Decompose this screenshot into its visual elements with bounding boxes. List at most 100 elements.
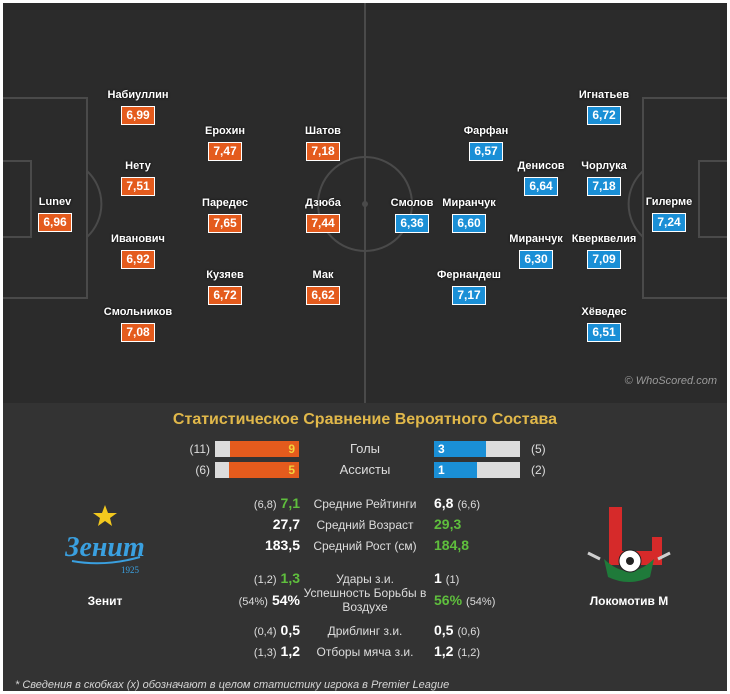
lokomotiv-logo [587,507,671,582]
away-player[interactable]: Фернандеш 7,17 [424,269,514,305]
player-rating-badge: 7,18 [306,142,340,161]
stat-home-value: 0,5 [280,622,300,638]
player-name: Кверквелия [571,233,637,245]
player-name: Lunev [38,196,72,208]
assists-away-total: (2) [531,463,546,477]
home-player[interactable]: Шатов 7,18 [278,125,368,161]
assists-label: Ассисты [339,462,391,477]
stat-home-season: (1,2) [253,574,277,586]
stat-away-value: 184,8 [434,537,470,553]
player-rating-badge: 7,44 [306,214,340,233]
stat-away-value: 6,8 [434,495,454,511]
stat-home-season: (6,8) [253,499,277,511]
player-rating-badge: 6,99 [121,106,155,125]
home-player[interactable]: Смольников 7,08 [93,306,183,342]
watermark: © WhoScored.com [624,375,717,387]
stat-home-season: (1,3) [253,647,277,659]
stat-away: 1 (1) [434,570,459,588]
stat-home: (0,4) 0,5 [254,622,300,640]
player-rating-badge: 7,08 [121,323,155,342]
player-rating-badge: 7,18 [587,177,621,196]
home-player[interactable]: Мак 6,62 [278,269,368,305]
stat-home: (6,8) 7,1 [254,495,300,513]
zenit-logo-year: 1925 [121,565,140,575]
stat-home-value: 7,1 [280,495,300,511]
player-name: Смолов [390,197,434,209]
home-player[interactable]: Кузяев 6,72 [180,269,270,305]
away-player[interactable]: Гилерме 7,24 [624,196,714,232]
pitch: Lunev 6,96 Набиуллин 6,99 Нету 7,51 Иванович 6,… [3,3,727,403]
away-player[interactable]: Смолов 6,36 [367,197,457,233]
home-player[interactable]: Нету 7,51 [93,160,183,196]
home-player[interactable]: Паредес 7,65 [180,197,270,233]
home-team-name: Зенит [87,594,123,608]
away-team: Локомотив М [574,501,684,608]
stat-home: (1,2) 1,3 [254,570,300,588]
away-player[interactable]: Миранчук 6,60 [424,197,514,233]
home-player[interactable]: Иванович 6,92 [93,233,183,269]
player-rating-badge: 6,60 [452,214,486,233]
lineup-widget: Lunev 6,96 Набиуллин 6,99 Нету 7,51 Иванович 6,… [3,3,727,691]
player-rating-badge: 6,36 [395,214,429,233]
assists-away-value: 1 [438,463,445,477]
stat-home-value: 54% [271,592,300,608]
home-player[interactable]: Набиуллин 6,99 [93,89,183,125]
stat-away-season: (1) [445,574,460,586]
assists-home-value: 5 [288,463,295,477]
stat-label: Успешность Борьбы в Воздухе [303,586,427,614]
stat-away: 56% (54%) [434,592,495,610]
goals-home-total: (11) [189,442,210,456]
player-name: Смольников [103,306,173,318]
player-rating-badge: 6,57 [469,142,503,161]
player-name: Дзюба [305,197,341,209]
stat-away: 0,5 (0,6) [434,622,480,640]
player-rating-badge: 6,92 [121,250,155,269]
player-rating-badge: 6,62 [306,286,340,305]
player-rating-badge: 6,51 [587,323,621,342]
player-name: Гилерме [645,196,693,208]
player-rating-badge: 6,72 [587,106,621,125]
away-player[interactable]: Игнатьев 6,72 [559,89,649,125]
away-player[interactable]: Кверквелия 7,09 [559,233,649,269]
goals-away-total: (5) [531,442,546,456]
player-name: Денисов [517,160,565,172]
player-name: Фернандеш [437,269,501,281]
stat-away-value: 29,3 [434,516,462,532]
goals-away-value: 3 [438,442,445,456]
away-player[interactable]: Фарфан 6,57 [441,125,531,161]
player-rating-badge: 6,72 [208,286,242,305]
player-rating-badge: 6,30 [519,250,553,269]
stat-home-value: 1,2 [280,643,300,659]
player-rating-badge: 7,17 [452,286,486,305]
stat-away: 1,2 (1,2) [434,643,480,661]
away-player[interactable]: Миранчук 6,30 [491,233,581,269]
home-player[interactable]: Ерохин 7,47 [180,125,270,161]
player-name: Паредес [202,197,248,209]
stat-home-value: 183,5 [264,537,300,553]
stat-home: 27,7 [269,516,300,534]
stat-away-value: 56% [434,592,463,608]
zenit-logo: Зенит 1925 [64,505,145,575]
stat-home-value: 27,7 [272,516,300,532]
home-player[interactable]: Дзюба 7,44 [278,197,368,233]
comparison-panel: Статистическое Сравнение Вероятного Сост… [3,403,727,691]
stat-home: (54%) 54% [239,592,300,610]
player-name: Игнатьев [578,89,630,101]
stat-home-season: (0,4) [253,626,277,638]
goals-row: (11) 9 Голы 3 (5) [3,440,727,458]
away-player[interactable]: Чорлука 7,18 [559,160,649,196]
goals-home-bar: 9 [215,441,299,457]
home-player[interactable]: Lunev 6,96 [10,196,100,232]
away-player[interactable]: Хёведес 6,51 [559,306,649,342]
player-rating-badge: 6,64 [524,177,558,196]
away-player[interactable]: Денисов 6,64 [496,160,586,196]
home-team: Зенит 1925 Зенит [50,501,160,608]
player-name: Ерохин [204,125,246,137]
stat-away: 6,8 (6,6) [434,495,480,513]
stat-home: 183,5 [261,537,300,555]
stat-away-season: (6,6) [457,499,481,511]
player-rating-badge: 7,65 [208,214,242,233]
player-name: Фарфан [463,125,509,137]
stat-away-season: (54%) [466,596,496,608]
stat-label: Удары з.и. [336,572,394,586]
